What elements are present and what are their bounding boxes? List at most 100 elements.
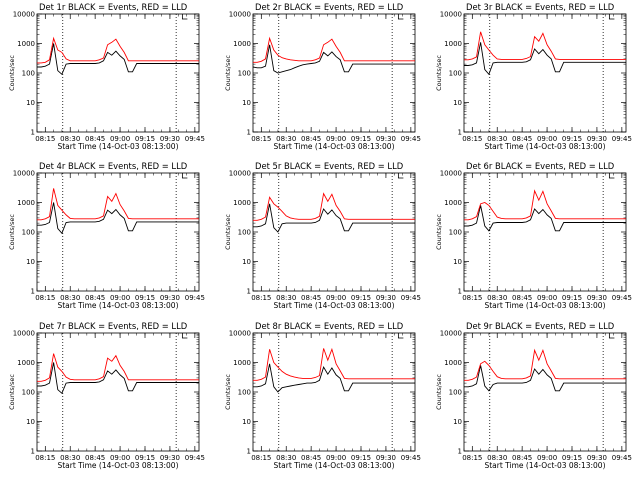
- panel-title: Det 3r BLACK = Events, RED = LLD: [466, 2, 614, 12]
- y-tick-label: 10: [242, 418, 251, 426]
- panel-title: Det 1r BLACK = Events, RED = LLD: [39, 2, 187, 12]
- x-tick-label: 08:45: [301, 135, 321, 143]
- x-tick-label: 08:45: [512, 135, 532, 143]
- y-tick-label: 1: [458, 288, 462, 296]
- axis-frame: [463, 332, 627, 452]
- series-events: [37, 202, 199, 235]
- x-tick-label: 09:45: [185, 294, 205, 302]
- y-tick-label: 100: [22, 70, 35, 78]
- x-axis-label: Start Time (14-Oct-03 08:13:00): [484, 461, 605, 470]
- y-tick-label: 1000: [444, 40, 462, 48]
- x-axis-label: Start Time (14-Oct-03 08:13:00): [273, 301, 394, 310]
- x-axis-label: Start Time (14-Oct-03 08:13:00): [484, 301, 605, 310]
- series-lld: [464, 348, 626, 381]
- x-tick-label: 08:15: [35, 294, 55, 302]
- series-lld: [253, 36, 415, 63]
- axis-frame: [463, 172, 627, 292]
- x-tick-label: 08:30: [60, 135, 80, 143]
- series-lld: [37, 36, 199, 64]
- series-events: [464, 365, 626, 392]
- x-axis-label: Start Time (14-Oct-03 08:13:00): [57, 142, 178, 151]
- x-tick-label: 09:15: [351, 135, 371, 143]
- x-tick-label: 08:45: [85, 294, 105, 302]
- y-tick-label: 1: [247, 448, 251, 456]
- y-tick-label: 1: [458, 448, 462, 456]
- series-lld: [253, 347, 415, 381]
- y-tick-label: 10: [453, 99, 462, 107]
- y-tick-label: 10000: [440, 11, 462, 19]
- y-tick-label: 10: [26, 258, 35, 266]
- y-tick-label: 10000: [229, 330, 251, 338]
- x-tick-label: 08:15: [462, 135, 482, 143]
- attenuator-marker: [397, 14, 404, 20]
- x-tick-label: 08:15: [251, 294, 271, 302]
- y-tick-label: 1000: [444, 359, 462, 367]
- series-events: [464, 42, 626, 76]
- x-tick-label: 09:15: [135, 294, 155, 302]
- y-tick-label: 100: [449, 389, 462, 397]
- x-tick-label: 09:30: [587, 135, 607, 143]
- y-axis-label: Counts/sec: [224, 374, 232, 410]
- panel-det-7: Det 7r BLACK = Events, RED = LLD 1 10 100 10…: [8, 321, 205, 470]
- attenuator-marker: [181, 14, 188, 20]
- y-tick-label: 1: [31, 448, 35, 456]
- x-axis-label: Start Time (14-Oct-03 08:13:00): [273, 461, 394, 470]
- x-tick-label: 08:30: [60, 294, 80, 302]
- x-tick-label: 09:15: [351, 454, 371, 462]
- y-axis-label: Counts/sec: [435, 214, 443, 250]
- panel-det-3: Det 3r BLACK = Events, RED = LLD 1 10 100 10…: [435, 2, 632, 151]
- y-axis-label: Counts/sec: [435, 374, 443, 410]
- panel-title: Det 4r BLACK = Events, RED = LLD: [39, 161, 187, 171]
- x-tick-label: 09:45: [612, 454, 632, 462]
- panel-det-6: Det 6r BLACK = Events, RED = LLD 1 10 100 10…: [435, 161, 632, 310]
- y-tick-label: 10: [453, 258, 462, 266]
- x-tick-label: 09:00: [110, 135, 130, 143]
- attenuator-marker: [608, 173, 615, 179]
- panel-det-8: Det 8r BLACK = Events, RED = LLD 1 10 100 10…: [224, 321, 421, 470]
- attenuator-marker: [397, 173, 404, 179]
- y-tick-label: 1000: [17, 359, 35, 367]
- panel-title: Det 5r BLACK = Events, RED = LLD: [255, 161, 403, 171]
- x-tick-label: 08:15: [251, 135, 271, 143]
- y-tick-label: 1: [458, 129, 462, 137]
- x-tick-label: 09:00: [110, 294, 130, 302]
- x-tick-label: 09:15: [562, 135, 582, 143]
- x-tick-label: 09:00: [326, 294, 346, 302]
- y-tick-label: 1: [31, 288, 35, 296]
- panel-title: Det 7r BLACK = Events, RED = LLD: [39, 321, 187, 331]
- panel-det-1: Det 1r BLACK = Events, RED = LLD 1 10 100 10…: [8, 2, 205, 151]
- x-tick-label: 09:30: [376, 294, 396, 302]
- panel-det-5: Det 5r BLACK = Events, RED = LLD 1 10 100 10…: [224, 161, 421, 310]
- x-tick-label: 09:45: [612, 135, 632, 143]
- series-lld: [253, 192, 415, 221]
- series-events: [253, 363, 415, 393]
- x-tick-label: 08:30: [487, 294, 507, 302]
- x-axis-label: Start Time (14-Oct-03 08:13:00): [57, 301, 178, 310]
- x-tick-label: 09:15: [351, 294, 371, 302]
- series-events: [252, 44, 415, 74]
- y-tick-label: 10000: [13, 330, 35, 338]
- y-axis-label: Counts/sec: [224, 55, 232, 91]
- panel-det-9: Det 9r BLACK = Events, RED = LLD 1 10 100 10…: [435, 321, 632, 470]
- panel-det-2: Det 2r BLACK = Events, RED = LLD 1 10 100 10…: [224, 2, 421, 151]
- x-tick-label: 09:00: [110, 454, 130, 462]
- x-tick-label: 09:30: [160, 135, 180, 143]
- x-tick-label: 09:45: [185, 135, 205, 143]
- panel-det-4: Det 4r BLACK = Events, RED = LLD 1 10 100 10…: [8, 161, 205, 310]
- x-tick-label: 08:45: [85, 135, 105, 143]
- x-tick-label: 09:30: [587, 294, 607, 302]
- y-tick-label: 10000: [229, 170, 251, 178]
- y-tick-label: 10: [453, 418, 462, 426]
- y-tick-label: 10000: [440, 330, 462, 338]
- x-tick-label: 08:15: [251, 454, 271, 462]
- y-tick-label: 10000: [13, 170, 35, 178]
- series-lld: [37, 188, 199, 221]
- x-tick-label: 09:15: [562, 454, 582, 462]
- x-tick-label: 09:00: [537, 294, 557, 302]
- attenuator-marker: [608, 333, 615, 339]
- panel-title: Det 6r BLACK = Events, RED = LLD: [466, 161, 614, 171]
- series-lld: [37, 353, 199, 382]
- panel-title: Det 8r BLACK = Events, RED = LLD: [255, 321, 403, 331]
- y-tick-label: 100: [22, 389, 35, 397]
